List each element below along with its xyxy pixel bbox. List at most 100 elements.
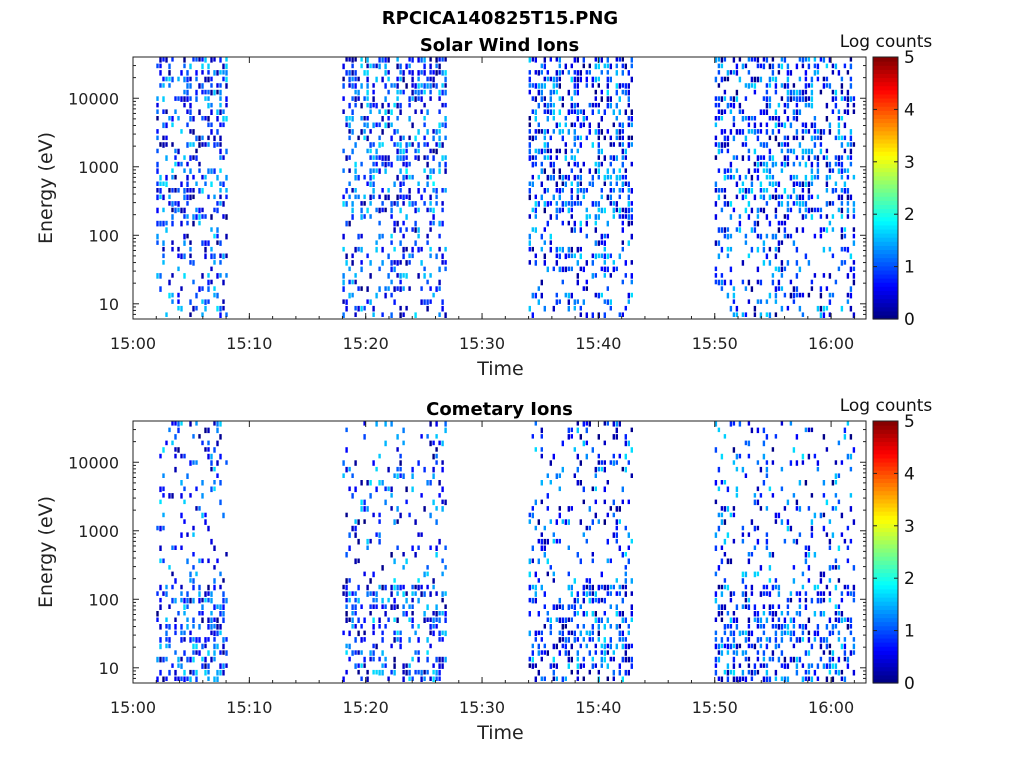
heatmap-cell bbox=[420, 532, 423, 537]
heatmap-cell bbox=[717, 643, 721, 650]
heatmap-cell bbox=[372, 194, 375, 200]
heatmap-cell bbox=[609, 624, 612, 629]
heatmap-cell bbox=[174, 650, 177, 655]
heatmap-cell bbox=[798, 181, 802, 187]
heatmap-cell bbox=[594, 201, 597, 207]
heatmap-cell bbox=[405, 597, 408, 604]
heatmap-cell bbox=[567, 617, 570, 622]
colorbar-swatch bbox=[873, 69, 898, 74]
heatmap-cell bbox=[192, 617, 195, 623]
heatmap-cell bbox=[627, 207, 630, 214]
heatmap-cell bbox=[177, 188, 180, 193]
heatmap-cell bbox=[183, 188, 186, 194]
heatmap-cell bbox=[849, 142, 853, 147]
heatmap-cell bbox=[774, 253, 778, 260]
heatmap-cell bbox=[534, 676, 537, 682]
heatmap-cell bbox=[363, 194, 366, 200]
heatmap-cell bbox=[792, 181, 796, 187]
heatmap-cell bbox=[531, 512, 534, 519]
heatmap-cell bbox=[531, 650, 534, 656]
heatmap-cell bbox=[741, 525, 745, 531]
heatmap-cell bbox=[744, 571, 748, 578]
heatmap-cell bbox=[816, 663, 820, 669]
heatmap-cell bbox=[552, 83, 555, 89]
heatmap-cell bbox=[429, 591, 432, 597]
heatmap-cell bbox=[852, 584, 856, 591]
heatmap-cell bbox=[432, 214, 435, 220]
heatmap-cell bbox=[552, 538, 555, 544]
heatmap-cell bbox=[594, 96, 597, 101]
heatmap-cell bbox=[585, 286, 588, 291]
heatmap-cell bbox=[195, 305, 198, 311]
heatmap-cell bbox=[723, 434, 727, 439]
heatmap-cell bbox=[186, 656, 189, 663]
heatmap-cell bbox=[801, 637, 805, 642]
heatmap-cell bbox=[618, 312, 621, 317]
heatmap-cell bbox=[792, 148, 796, 155]
heatmap-cell bbox=[207, 70, 210, 75]
heatmap-cell bbox=[816, 174, 820, 180]
heatmap-cell bbox=[342, 63, 345, 70]
heatmap-cell bbox=[747, 643, 751, 649]
heatmap-cell bbox=[399, 168, 402, 174]
heatmap-cell bbox=[567, 519, 570, 525]
heatmap-cell bbox=[534, 292, 537, 299]
heatmap-cell bbox=[780, 676, 784, 681]
heatmap-cell bbox=[390, 201, 393, 207]
heatmap-cell bbox=[795, 96, 799, 102]
heatmap-cell bbox=[393, 201, 396, 206]
heatmap-cell bbox=[354, 305, 357, 311]
heatmap-cell bbox=[837, 565, 841, 570]
heatmap-cell bbox=[762, 650, 766, 656]
heatmap-cell bbox=[714, 480, 718, 486]
heatmap-cell bbox=[534, 597, 537, 604]
heatmap-cell bbox=[783, 227, 787, 233]
heatmap-cell bbox=[582, 440, 585, 447]
heatmap-cell bbox=[723, 57, 727, 62]
heatmap-cell bbox=[186, 201, 189, 206]
heatmap-cell bbox=[378, 142, 381, 148]
heatmap-cell bbox=[372, 155, 375, 160]
colorbar-swatch bbox=[873, 502, 898, 508]
heatmap-cell bbox=[429, 253, 432, 259]
heatmap-cell bbox=[768, 611, 772, 616]
heatmap-cell bbox=[381, 669, 384, 676]
heatmap-cell bbox=[795, 663, 799, 669]
heatmap-cell bbox=[588, 102, 591, 108]
heatmap-cell bbox=[795, 669, 799, 676]
heatmap-cell bbox=[351, 617, 354, 623]
heatmap-cell bbox=[561, 174, 564, 181]
heatmap-cell bbox=[438, 279, 441, 286]
heatmap-cell bbox=[387, 194, 390, 201]
heatmap-cell bbox=[750, 174, 754, 181]
heatmap-cell bbox=[378, 669, 381, 676]
heatmap-cell bbox=[717, 611, 721, 617]
heatmap-cell bbox=[609, 506, 612, 511]
heatmap-cell bbox=[354, 663, 357, 669]
heatmap-cell bbox=[603, 299, 606, 304]
heatmap-cell bbox=[840, 591, 844, 596]
heatmap-cell bbox=[540, 70, 543, 75]
heatmap-cell bbox=[441, 57, 444, 62]
heatmap-cell bbox=[627, 188, 630, 193]
heatmap-cell bbox=[366, 506, 369, 512]
heatmap-cell bbox=[720, 591, 724, 597]
heatmap-cell bbox=[585, 233, 588, 239]
heatmap-cell bbox=[819, 637, 823, 643]
heatmap-cell bbox=[744, 630, 748, 636]
heatmap-cell bbox=[819, 571, 823, 578]
heatmap-cell bbox=[540, 630, 543, 636]
heatmap-cell bbox=[156, 148, 159, 154]
heatmap-cell bbox=[207, 240, 210, 246]
heatmap-cell bbox=[567, 650, 570, 656]
heatmap-cell bbox=[369, 194, 372, 201]
heatmap-cell bbox=[609, 558, 612, 564]
heatmap-cell bbox=[399, 155, 402, 161]
heatmap-cell bbox=[765, 643, 769, 650]
heatmap-cell bbox=[765, 466, 769, 473]
x-tick-label: 15:50 bbox=[692, 334, 738, 353]
heatmap-cell bbox=[444, 122, 447, 129]
heatmap-cell bbox=[378, 286, 381, 292]
heatmap-cell bbox=[528, 135, 531, 141]
heatmap-cell bbox=[207, 427, 210, 434]
